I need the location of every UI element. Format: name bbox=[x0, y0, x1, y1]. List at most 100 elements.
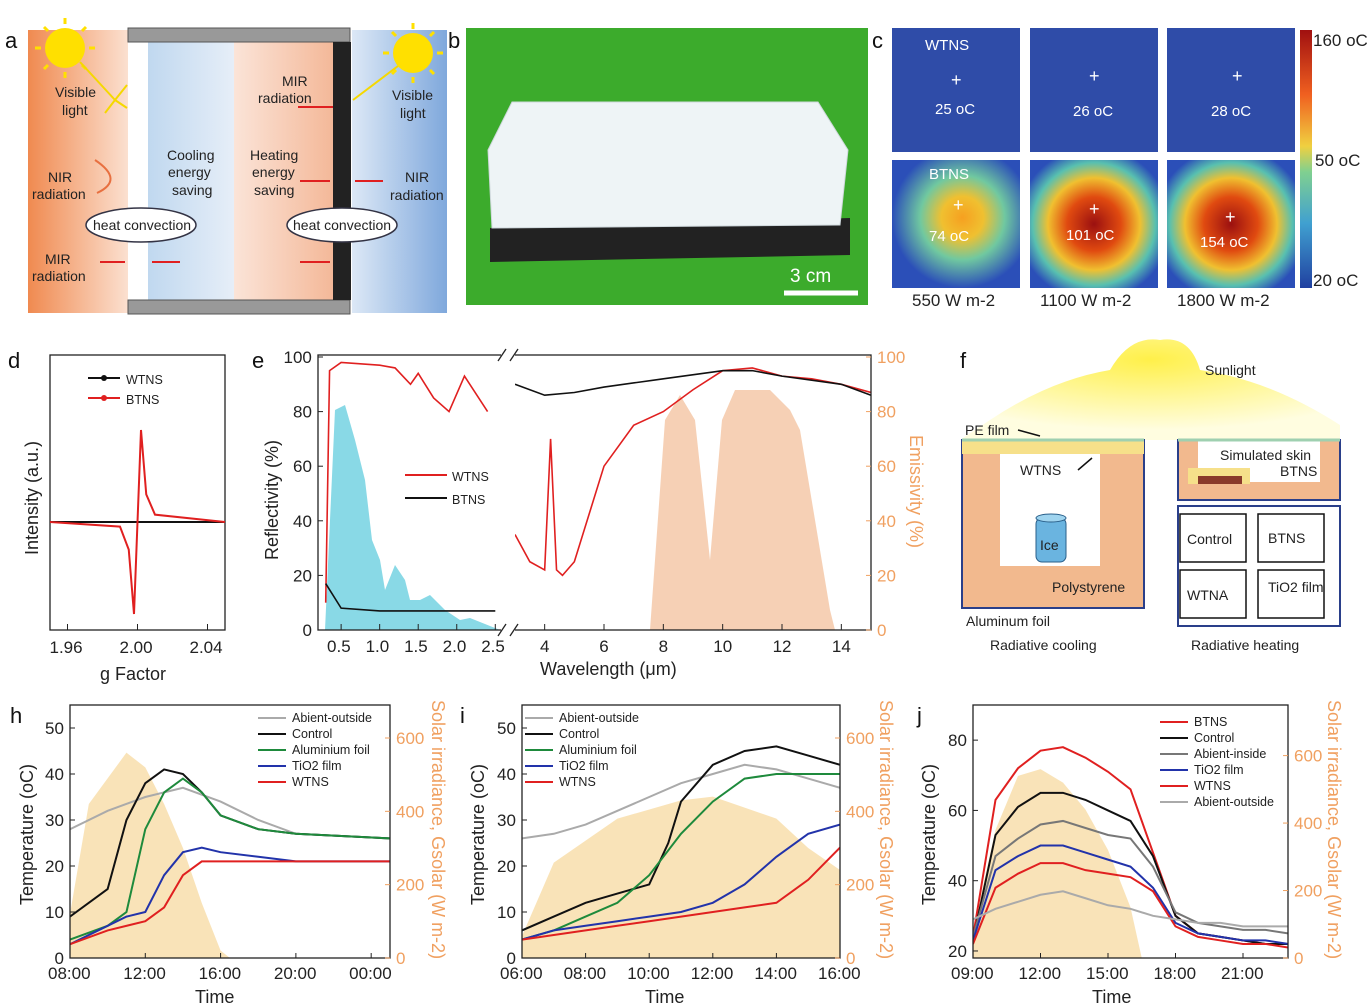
axes-frame-e bbox=[317, 354, 872, 631]
series-e-btns bbox=[325, 583, 496, 612]
y2-tick-label-h: 600 bbox=[396, 729, 424, 748]
y2-ticks-j: 0 200 400 600 bbox=[1283, 747, 1322, 968]
heat-convection-right bbox=[286, 207, 398, 243]
radiative-heating-label: Radiative heating bbox=[1191, 637, 1299, 653]
temp-btns-1100: 101 oC bbox=[1066, 227, 1115, 244]
svg-text:+: + bbox=[1089, 66, 1100, 86]
bottom-wall bbox=[127, 299, 351, 315]
cbar-50: 50 oC bbox=[1315, 151, 1360, 170]
grid-control: Control bbox=[1187, 531, 1232, 547]
y-ticks-e: 0 0 20 20 40 40 60 60 80 80 100 100 bbox=[284, 348, 906, 640]
irr-1800: 1800 W m-2 bbox=[1177, 291, 1270, 310]
y-axis-label-h: Temperature (oC) bbox=[17, 764, 37, 905]
y-tick-label-i: 50 bbox=[497, 719, 516, 738]
legend-e-btns: BTNS bbox=[452, 493, 485, 507]
y-axis-label-e: Reflectivity (%) bbox=[262, 440, 282, 560]
sun-icon bbox=[383, 23, 443, 83]
y-tick-label-e: 20 bbox=[293, 566, 312, 585]
simulated-skin bbox=[1198, 476, 1242, 484]
temp-btns-550: 74 oC bbox=[929, 228, 969, 245]
thermal-btns-1100 bbox=[1030, 160, 1158, 288]
y-tick-label-h: 30 bbox=[45, 811, 64, 830]
series-h-aluminium-foil bbox=[70, 777, 390, 941]
solar-spectrum-fill bbox=[325, 405, 500, 630]
y-tick-label-j: 60 bbox=[948, 801, 967, 820]
panel-d: d 1.96 2.00 2.04 g Factor Intensity (a.u.)… bbox=[8, 348, 226, 684]
heating-2: energy bbox=[252, 164, 295, 180]
sun-icon bbox=[35, 18, 95, 78]
x-tick-label-e: 6 bbox=[599, 637, 608, 656]
y-tick-label-e: 40 bbox=[293, 512, 312, 531]
series-j-abient-inside bbox=[973, 819, 1288, 938]
mir-right-1: MIR bbox=[282, 73, 308, 89]
y2-axis-label-e: Emissivity (%) bbox=[906, 435, 926, 548]
legend-label-i: Control bbox=[559, 727, 599, 741]
cooling-1: Cooling bbox=[167, 147, 214, 163]
y-tick-label-e: 100 bbox=[284, 348, 312, 367]
x-axis-label-j: Time bbox=[1092, 987, 1131, 1007]
cbar-20: 20 oC bbox=[1313, 271, 1358, 290]
x-axis-label-i: Time bbox=[645, 987, 684, 1007]
legend-label-i: Aluminium foil bbox=[559, 743, 637, 757]
temp-wtns-1100: 26 oC bbox=[1073, 103, 1113, 120]
plot-area-d bbox=[50, 429, 225, 615]
wtns-label-f: WTNS bbox=[1020, 462, 1061, 478]
thermal-btns-1800 bbox=[1167, 160, 1295, 288]
x-tick-label-e: 4 bbox=[540, 637, 549, 656]
axis-break-marks bbox=[497, 348, 519, 637]
y2-tick-label-i: 200 bbox=[846, 876, 874, 895]
x-tick-label-h: 12:00 bbox=[123, 964, 166, 983]
y2-tick-label-e: 80 bbox=[877, 403, 896, 422]
crosshairs: + + + + + + bbox=[951, 66, 1243, 227]
radiative-cooling-label: Radiative cooling bbox=[990, 637, 1097, 653]
nir-curve-arrow bbox=[94, 159, 112, 194]
sunlight-glow bbox=[960, 339, 1340, 440]
thermal-wtns-1100 bbox=[1030, 28, 1158, 152]
y-axis-label-d: Intensity (a.u.) bbox=[22, 441, 42, 555]
y2-ticks-h: 0 200 400 600 bbox=[385, 729, 424, 968]
legend-label-j: Control bbox=[1194, 731, 1234, 745]
y2-tick-label-j: 0 bbox=[1294, 949, 1303, 968]
legend-label-j: TiO2 film bbox=[1194, 763, 1244, 777]
y-tick-label-h: 20 bbox=[45, 857, 64, 876]
mir-left-1: MIR bbox=[45, 251, 71, 267]
x-axis-label-d: g Factor bbox=[100, 664, 166, 684]
y-tick-label-i: 30 bbox=[497, 811, 516, 830]
panel-h: h 0 10 20 30 40 50 0 200 400 600 08:00 12:00 16:00… bbox=[10, 700, 448, 1007]
series-i-tio2-film bbox=[522, 823, 840, 941]
y-tick-label-j: 40 bbox=[948, 872, 967, 891]
legend-d: WTNS BTNS bbox=[88, 373, 163, 407]
svg-text:+: + bbox=[1232, 66, 1243, 86]
solar-irradiance-area bbox=[70, 752, 230, 958]
btns-row-label: BTNS bbox=[929, 166, 969, 183]
y-tick-label-e: 80 bbox=[293, 403, 312, 422]
legend-d-wtns: WTNS bbox=[126, 373, 163, 387]
y2-tick-label-e: 100 bbox=[877, 348, 905, 367]
legend-label-i: TiO2 film bbox=[559, 759, 609, 773]
black-layer bbox=[333, 42, 351, 300]
axes-frame-i bbox=[521, 704, 841, 959]
y2-tick-label-h: 400 bbox=[396, 802, 424, 821]
panel-a: a bbox=[5, 18, 447, 315]
temp-btns-1800: 154 oC bbox=[1200, 234, 1249, 251]
y2-tick-label-j: 600 bbox=[1294, 747, 1322, 766]
y2-axis-label-j: Solar irradiance, Gsolar (W m-2) bbox=[1324, 700, 1344, 959]
y2-tick-label-e: 20 bbox=[877, 566, 896, 585]
series-i-aluminium-foil bbox=[522, 773, 840, 941]
nir-right-2: radiation bbox=[390, 187, 444, 203]
panel-letter-f: f bbox=[960, 348, 967, 373]
x-tick-label-e: 0.5 bbox=[327, 637, 351, 656]
legend-label-h: Aluminium foil bbox=[292, 743, 370, 757]
x-axis-label-h: Time bbox=[195, 987, 234, 1007]
legend-label-j: Abient-outside bbox=[1194, 795, 1274, 809]
legend-e: WTNS BTNS bbox=[405, 470, 489, 507]
x-tick-label-e: 8 bbox=[659, 637, 668, 656]
y-tick-label-i: 0 bbox=[507, 949, 516, 968]
panel-letter-j: j bbox=[916, 703, 922, 728]
nir-left-1: NIR bbox=[48, 169, 72, 185]
series-h-wtns bbox=[70, 860, 390, 946]
grid-wtna: WTNA bbox=[1187, 587, 1229, 603]
y-tick-label-h: 40 bbox=[45, 765, 64, 784]
legend-label-i: WTNS bbox=[559, 775, 596, 789]
axes-frame-j bbox=[972, 704, 1289, 959]
